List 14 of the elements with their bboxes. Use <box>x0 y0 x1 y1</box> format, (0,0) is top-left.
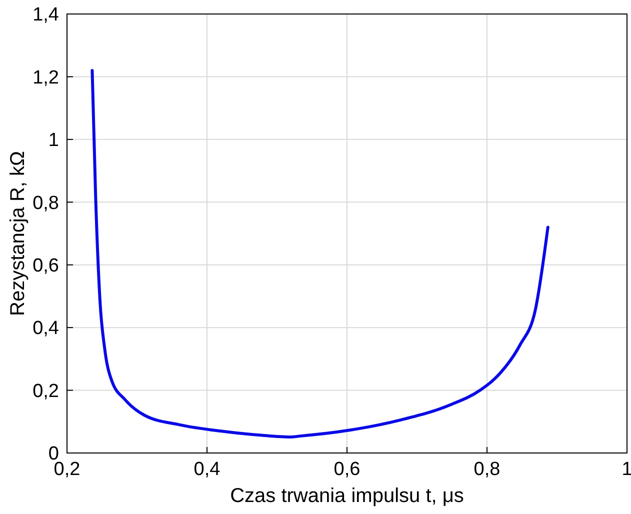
x-tick-label: 1 <box>622 459 631 480</box>
y-tick-label: 0,2 <box>32 380 59 402</box>
y-axis-title: Rezystancja R, kΩ <box>7 150 29 316</box>
y-tick-label: 1 <box>48 130 59 152</box>
y-tick-label: 0,6 <box>32 256 59 277</box>
line-series <box>90 68 550 439</box>
y-tick-label: 0,8 <box>32 192 59 214</box>
x-tick-label: 0,8 <box>474 459 500 480</box>
x-tick-label: 0,4 <box>194 459 221 480</box>
y-tick-label: 1,4 <box>32 4 60 26</box>
x-axis-title: Czas trwania impulsu t, μs <box>230 485 464 507</box>
y-tick-label: 0,4 <box>32 318 60 340</box>
x-tick-label: 0,6 <box>334 459 360 480</box>
y-tick-label: 1,2 <box>32 67 59 88</box>
